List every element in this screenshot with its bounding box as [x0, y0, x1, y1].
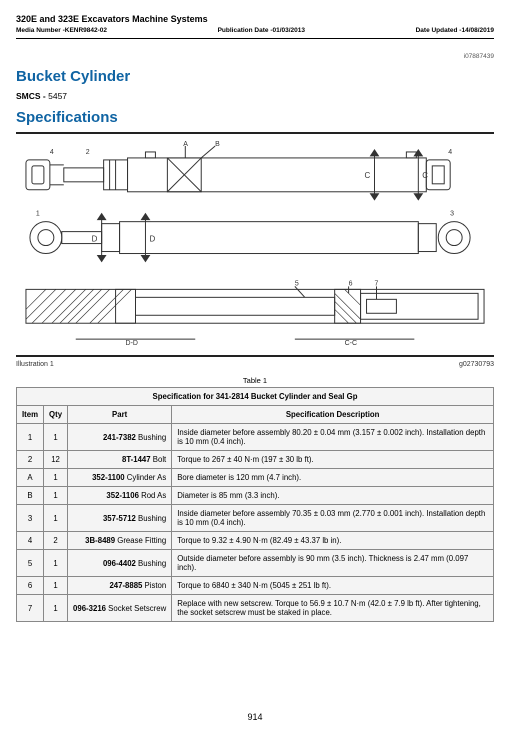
- cell-qty: 2: [44, 532, 68, 550]
- cell-item: 2: [17, 451, 44, 469]
- cell-desc: Inside diameter before assembly 70.35 ± …: [172, 505, 494, 532]
- doc-title: 320E and 323E Excavators Machine Systems: [16, 14, 494, 24]
- cell-item: B: [17, 487, 44, 505]
- cell-qty: 1: [44, 505, 68, 532]
- header-meta-row: Media Number -KENR9842-02 Publication Da…: [16, 27, 494, 39]
- cell-desc: Torque to 267 ± 40 N·m (197 ± 30 lb ft).: [172, 451, 494, 469]
- cell-part: 096-3216 Socket Setscrew: [68, 595, 172, 622]
- cell-qty: 1: [44, 487, 68, 505]
- table-title: Specification for 341-2814 Bucket Cylind…: [17, 388, 494, 406]
- svg-text:A: A: [183, 141, 188, 148]
- svg-text:D: D: [92, 235, 98, 244]
- col-item: Item: [17, 406, 44, 424]
- cell-part: 8T-1447 Bolt: [68, 451, 172, 469]
- cell-desc: Diameter is 85 mm (3.3 inch).: [172, 487, 494, 505]
- cell-item: 6: [17, 577, 44, 595]
- illustration-label: Illustration 1: [16, 361, 54, 368]
- cell-item: 3: [17, 505, 44, 532]
- table-row: 51096-4402 BushingOutside diameter befor…: [17, 550, 494, 577]
- doc-ref-code: i07887439: [16, 53, 494, 60]
- table-row: B1352-1106 Rod AsDiameter is 85 mm (3.3 …: [17, 487, 494, 505]
- cell-desc: Replace with new setscrew. Torque to 56.…: [172, 595, 494, 622]
- table-row: 71096-3216 Socket SetscrewReplace with n…: [17, 595, 494, 622]
- cell-part: 247-8885 Piston: [68, 577, 172, 595]
- section-heading-bucket-cylinder: Bucket Cylinder: [16, 68, 494, 85]
- svg-text:C-C: C-C: [345, 340, 357, 347]
- cell-desc: Outside diameter before assembly is 90 m…: [172, 550, 494, 577]
- svg-text:D-D: D-D: [126, 340, 138, 347]
- cell-desc: Torque to 9.32 ± 4.90 N·m (82.49 ± 43.37…: [172, 532, 494, 550]
- svg-text:C: C: [422, 171, 428, 180]
- col-qty: Qty: [44, 406, 68, 424]
- cell-item: 5: [17, 550, 44, 577]
- illustration-caption-row: Illustration 1 g02730793: [16, 361, 494, 368]
- svg-text:4: 4: [50, 149, 54, 156]
- col-desc: Specification Description: [172, 406, 494, 424]
- svg-text:3: 3: [450, 211, 454, 218]
- cell-part: 096-4402 Bushing: [68, 550, 172, 577]
- cell-desc: Inside diameter before assembly 80.20 ± …: [172, 424, 494, 451]
- col-part: Part: [68, 406, 172, 424]
- table-row: 61247-8885 PistonTorque to 6840 ± 340 N·…: [17, 577, 494, 595]
- cell-item: 4: [17, 532, 44, 550]
- cell-part: 241-7382 Bushing: [68, 424, 172, 451]
- cell-qty: 1: [44, 577, 68, 595]
- cell-desc: Bore diameter is 120 mm (4.7 inch).: [172, 469, 494, 487]
- table-row: 11241-7382 BushingInside diameter before…: [17, 424, 494, 451]
- smcs-line: SMCS - 5457: [16, 91, 494, 101]
- spec-table: Specification for 341-2814 Bucket Cylind…: [16, 387, 494, 622]
- cell-part: 357-5712 Bushing: [68, 505, 172, 532]
- illustration-code: g02730793: [459, 361, 494, 368]
- page-number: 914: [16, 712, 494, 722]
- table-row: 2128T-1447 BoltTorque to 267 ± 40 N·m (1…: [17, 451, 494, 469]
- cell-item: 7: [17, 595, 44, 622]
- table-caption: Table 1: [16, 376, 494, 385]
- cell-desc: Torque to 6840 ± 340 N·m (5045 ± 251 lb …: [172, 577, 494, 595]
- smcs-value: 5457: [48, 91, 67, 101]
- cell-qty: 12: [44, 451, 68, 469]
- cell-qty: 1: [44, 469, 68, 487]
- cell-qty: 1: [44, 595, 68, 622]
- svg-text:D: D: [149, 235, 155, 244]
- cell-part: 352-1106 Rod As: [68, 487, 172, 505]
- cylinder-diagram: A B C C 4 2 4 D D 1 3: [16, 132, 494, 357]
- cell-item: 1: [17, 424, 44, 451]
- smcs-label: SMCS -: [16, 91, 48, 101]
- svg-text:B: B: [215, 141, 220, 148]
- date-updated: Date Updated -14/08/2019: [416, 27, 494, 34]
- media-number: Media Number -KENR9842-02: [16, 27, 107, 34]
- svg-text:6: 6: [349, 280, 353, 287]
- section-heading-specifications: Specifications: [16, 109, 494, 126]
- pub-date: Publication Date -01/03/2013: [218, 27, 305, 34]
- cell-item: A: [17, 469, 44, 487]
- svg-text:7: 7: [375, 280, 379, 287]
- svg-text:1: 1: [36, 211, 40, 218]
- table-row: A1352-1100 Cylinder AsBore diameter is 1…: [17, 469, 494, 487]
- table-row: 31357-5712 BushingInside diameter before…: [17, 505, 494, 532]
- svg-text:4: 4: [448, 149, 452, 156]
- svg-text:2: 2: [86, 149, 90, 156]
- cell-part: 352-1100 Cylinder As: [68, 469, 172, 487]
- cell-qty: 1: [44, 424, 68, 451]
- table-row: 423B-8489 Grease FittingTorque to 9.32 ±…: [17, 532, 494, 550]
- svg-text:C: C: [365, 171, 371, 180]
- cell-qty: 1: [44, 550, 68, 577]
- cell-part: 3B-8489 Grease Fitting: [68, 532, 172, 550]
